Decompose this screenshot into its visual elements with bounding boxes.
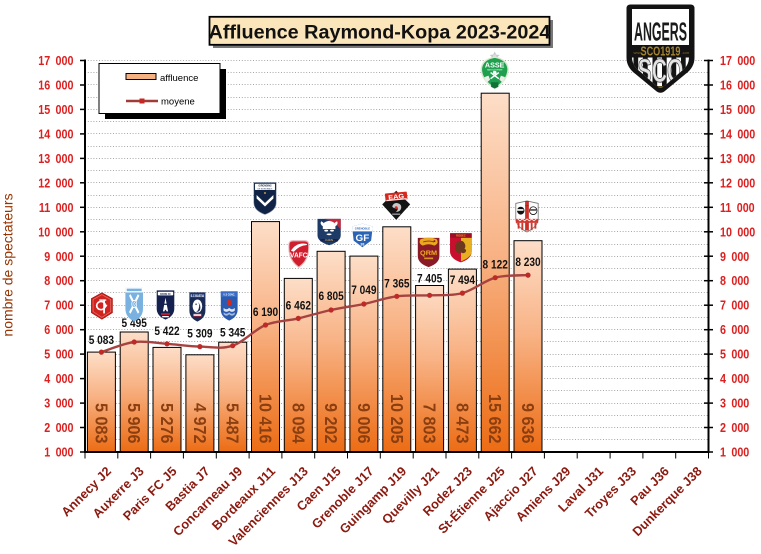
- svg-text:6 000: 6 000: [44, 322, 74, 337]
- svg-text:6 190: 6 190: [253, 306, 278, 319]
- svg-text:SCO1919: SCO1919: [641, 45, 681, 59]
- svg-text:6 805: 6 805: [318, 290, 343, 303]
- svg-text:5 345: 5 345: [220, 327, 245, 340]
- svg-text:.com: .com: [682, 50, 691, 55]
- svg-text:17 000: 17 000: [38, 53, 74, 68]
- svg-text:8 122: 8 122: [483, 259, 508, 272]
- svg-text:9 202: 9 202: [321, 403, 341, 444]
- svg-text:15 000: 15 000: [720, 102, 756, 117]
- svg-text:7 405: 7 405: [417, 273, 442, 286]
- svg-text:QRM: QRM: [420, 250, 437, 257]
- svg-text:1 000: 1 000: [44, 445, 74, 460]
- svg-text:- CAEN -: - CAEN -: [324, 239, 335, 242]
- svg-text:GF: GF: [356, 233, 370, 244]
- svg-text:3 000: 3 000: [44, 396, 74, 411]
- svg-text:11 000: 11 000: [39, 200, 74, 215]
- svg-text:14 000: 14 000: [720, 126, 756, 141]
- svg-text:RODEZ: RODEZ: [456, 234, 466, 238]
- svg-text:5 495: 5 495: [122, 317, 147, 330]
- svg-text:12 000: 12 000: [38, 175, 74, 190]
- svg-text:SAINT-ÉTIENNE: SAINT-ÉTIENNE: [487, 69, 503, 72]
- svg-text:14 000: 14 000: [38, 126, 74, 141]
- svg-text:5 906: 5 906: [124, 403, 144, 444]
- svg-text:38: 38: [360, 243, 364, 247]
- svg-text:6 000: 6 000: [720, 322, 750, 337]
- svg-text:4 000: 4 000: [720, 371, 750, 386]
- svg-text:S.C BASTIA: S.C BASTIA: [191, 293, 205, 298]
- svg-text:5 422: 5 422: [154, 325, 179, 338]
- svg-text:GRENOBLE: GRENOBLE: [355, 226, 371, 230]
- svg-text:7 803: 7 803: [419, 403, 439, 444]
- svg-text:9 000: 9 000: [44, 249, 74, 264]
- svg-text:ASSE: ASSE: [485, 60, 505, 69]
- svg-text:5 276: 5 276: [157, 403, 177, 444]
- svg-text:5 083: 5 083: [89, 335, 114, 348]
- svg-text:10 000: 10 000: [720, 224, 756, 239]
- svg-text:GIRONDINS: GIRONDINS: [258, 185, 272, 188]
- svg-text:DE BORDEAUX: DE BORDEAUX: [258, 187, 273, 190]
- svg-text:8 000: 8 000: [44, 273, 74, 288]
- svg-text:affluence: affluence: [160, 73, 198, 84]
- svg-text:10 000: 10 000: [38, 224, 74, 239]
- svg-text:moyene: moyene: [161, 97, 195, 108]
- svg-text:5 309: 5 309: [187, 328, 212, 341]
- svg-text:10 416: 10 416: [255, 394, 275, 444]
- svg-text:3 000: 3 000: [720, 396, 750, 411]
- svg-text:2 000: 2 000: [44, 420, 74, 435]
- svg-text:8 473: 8 473: [452, 403, 472, 444]
- svg-text:9 006: 9 006: [354, 403, 374, 444]
- svg-text:16 000: 16 000: [38, 78, 74, 93]
- svg-text:2 000: 2 000: [720, 420, 750, 435]
- svg-text:EAG: EAG: [388, 193, 405, 201]
- svg-text:10 205: 10 205: [387, 394, 407, 444]
- svg-text:nombre de spectateurs: nombre de spectateurs: [0, 193, 16, 336]
- svg-text:7 494: 7 494: [450, 275, 475, 288]
- svg-text:5 000: 5 000: [44, 347, 74, 362]
- svg-text:www.: www.: [634, 50, 644, 55]
- svg-text:13 000: 13 000: [38, 151, 74, 166]
- svg-text:ANGERS: ANGERS: [634, 17, 687, 47]
- svg-text:17 000: 17 000: [720, 53, 756, 68]
- svg-text:Affluence Raymond-Kopa 2023-20: Affluence Raymond-Kopa 2023-2024: [209, 21, 551, 43]
- svg-text:VAFC: VAFC: [290, 252, 308, 259]
- svg-text:4 000: 4 000: [44, 371, 74, 386]
- svg-text:8 000: 8 000: [720, 273, 750, 288]
- svg-text:15 662: 15 662: [485, 394, 505, 444]
- svg-text:1 000: 1 000: [720, 445, 750, 460]
- svg-text:13 000: 13 000: [720, 151, 756, 166]
- svg-text:7 000: 7 000: [720, 298, 750, 313]
- svg-text:8 230: 8 230: [515, 257, 540, 270]
- svg-text:5 487: 5 487: [222, 403, 242, 444]
- svg-text:PARIS FC: PARIS FC: [160, 291, 171, 295]
- svg-text:9 000: 9 000: [720, 249, 750, 264]
- svg-text:8 094: 8 094: [288, 403, 308, 444]
- svg-text:5 000: 5 000: [720, 347, 750, 362]
- svg-text:5 083: 5 083: [91, 403, 111, 444]
- svg-text:7 049: 7 049: [351, 284, 376, 297]
- svg-text:11 000: 11 000: [720, 200, 755, 215]
- svg-text:15 000: 15 000: [38, 102, 74, 117]
- svg-text:4 972: 4 972: [190, 403, 210, 444]
- svg-text:7 000: 7 000: [44, 298, 74, 313]
- svg-text:9 636: 9 636: [518, 403, 538, 444]
- svg-text:16 000: 16 000: [720, 78, 756, 93]
- svg-text:12 000: 12 000: [720, 175, 756, 190]
- svg-text:7 365: 7 365: [384, 278, 409, 291]
- svg-text:U.S CONC.: U.S CONC.: [223, 292, 235, 296]
- svg-text:6 462: 6 462: [286, 300, 311, 313]
